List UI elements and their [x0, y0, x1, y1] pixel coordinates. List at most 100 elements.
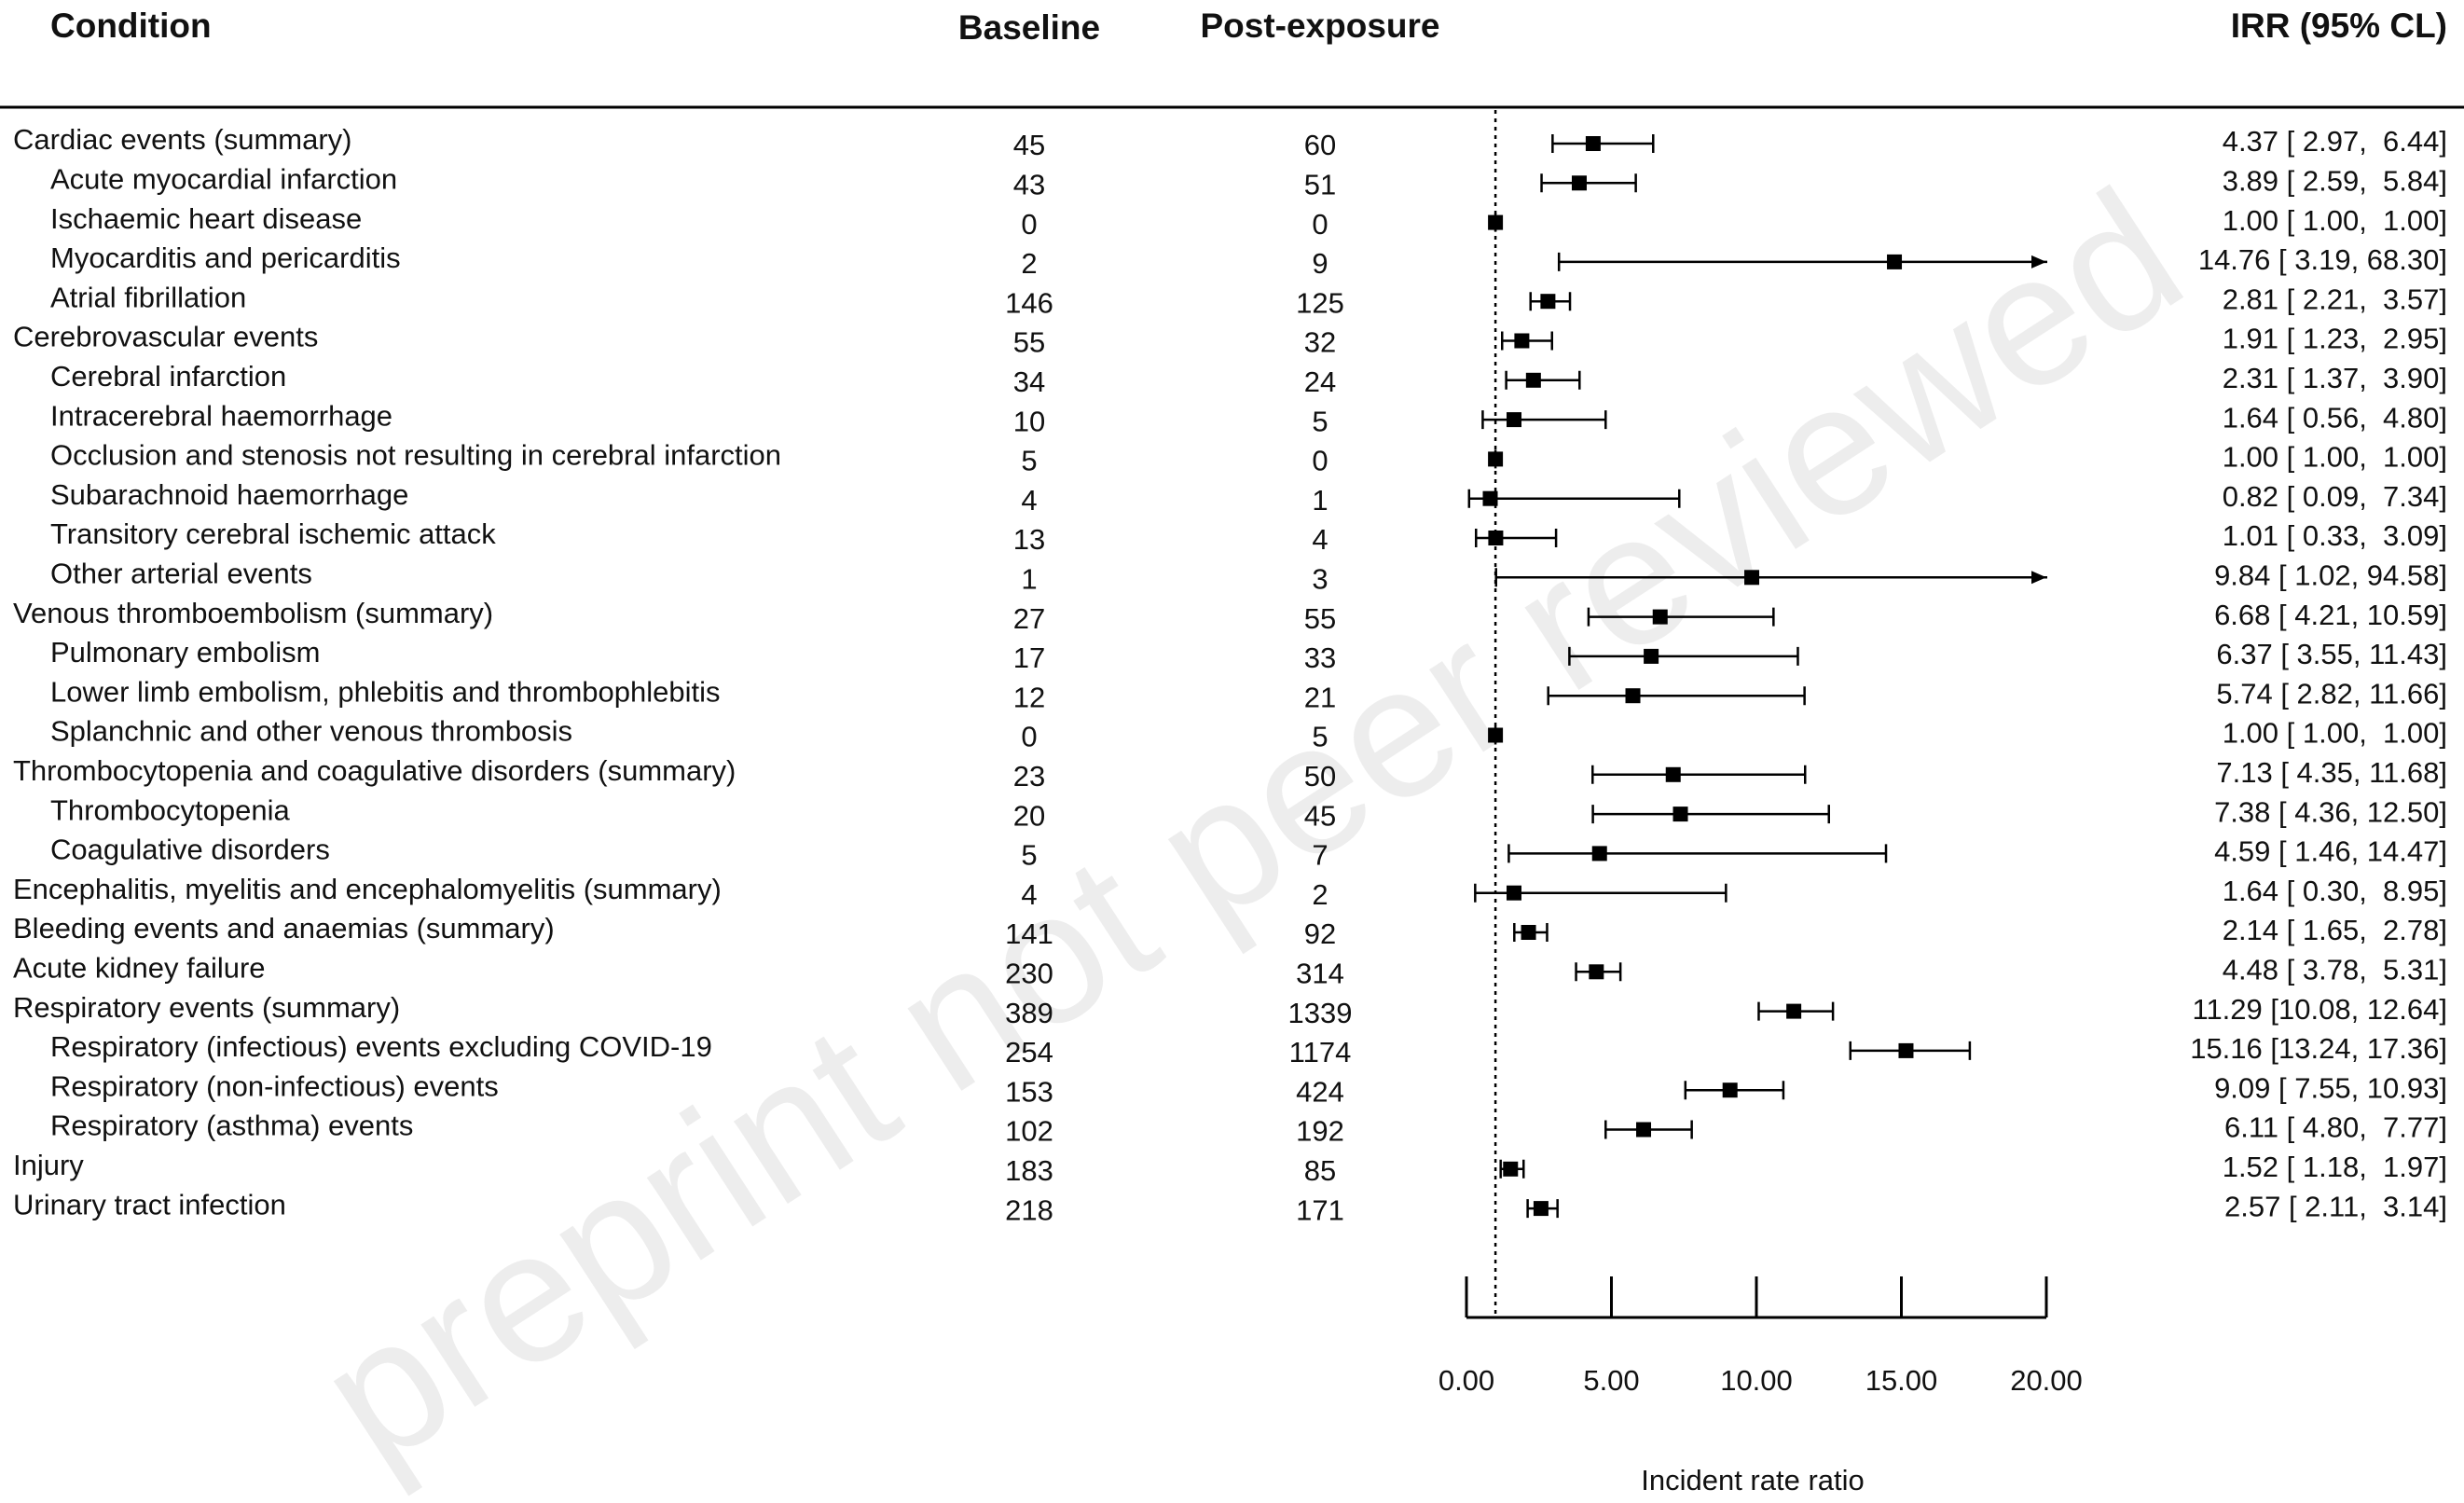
irr-label: 6.37 [ 3.55, 11.43] [2216, 638, 2447, 670]
baseline-count: 55 [1013, 326, 1045, 359]
point-estimate [1507, 412, 1522, 428]
condition-label: Cerebral infarction [50, 360, 286, 393]
baseline-count: 27 [1013, 602, 1045, 635]
post-exposure-count: 171 [1296, 1193, 1344, 1226]
post-exposure-count: 1 [1312, 484, 1328, 517]
ci-group [1551, 134, 1655, 153]
post-exposure-count: 55 [1304, 602, 1336, 635]
post-exposure-count: 1339 [1288, 997, 1353, 1029]
irr-label: 7.38 [ 4.36, 12.50] [2214, 795, 2447, 828]
post-exposure-count: 0 [1312, 208, 1328, 241]
irr-label: 1.01 [ 0.33, 3.09] [2223, 519, 2447, 552]
irr-label: 15.16 [13.24, 17.36] [2190, 1032, 2447, 1065]
condition-label: Lower limb embolism, phlebitis and throm… [50, 675, 721, 708]
header-condition: Condition [50, 7, 212, 45]
post-exposure-count: 92 [1304, 917, 1336, 950]
condition-label: Acute kidney failure [13, 951, 266, 984]
irr-label: 4.48 [ 3.78, 5.31] [2223, 953, 2447, 986]
point-estimate [1482, 490, 1498, 506]
baseline-count: 23 [1013, 760, 1045, 793]
condition-label: Bleeding events and anaemias (summary) [13, 912, 555, 945]
post-exposure-count: 51 [1304, 168, 1336, 200]
irr-label: 6.68 [ 4.21, 10.59] [2214, 599, 2447, 631]
irr-label: 7.13 [ 4.35, 11.68] [2216, 756, 2447, 789]
ci-group [1481, 410, 1607, 430]
post-exposure-count: 45 [1304, 799, 1336, 832]
confidence-interval [1591, 765, 1807, 784]
x-tick-label: 20.00 [2010, 1364, 2083, 1397]
irr-label: 0.82 [ 0.09, 7.34] [2223, 480, 2447, 513]
baseline-count: 0 [1021, 208, 1037, 241]
baseline-count: 230 [1005, 957, 1053, 989]
point-estimate [1591, 846, 1607, 862]
baseline-count: 5 [1021, 839, 1037, 872]
irr-label: 1.64 [ 0.56, 4.80] [2223, 401, 2447, 434]
point-estimate [1571, 175, 1587, 191]
post-exposure-count: 24 [1304, 365, 1336, 398]
condition-label: Cerebrovascular events [13, 321, 318, 353]
point-estimate [1507, 885, 1522, 901]
point-estimate [1503, 1161, 1519, 1177]
confidence-interval [1467, 489, 1681, 508]
point-estimate [1786, 1003, 1802, 1019]
ci-group [1591, 805, 1830, 824]
irr-label: 4.37 [ 2.97, 6.44] [2223, 125, 2447, 158]
point-estimate [1625, 688, 1641, 704]
ci-group [1505, 370, 1581, 390]
post-exposure-count: 60 [1304, 129, 1336, 161]
post-exposure-count: 5 [1312, 721, 1328, 753]
ci-group [1568, 646, 1799, 666]
confidence-interval [1507, 844, 1888, 863]
point-estimate [1644, 648, 1659, 664]
condition-label: Acute myocardial infarction [50, 162, 397, 195]
confidence-interval [1547, 686, 1806, 706]
irr-label: 14.76 [ 3.19, 68.30] [2198, 243, 2447, 276]
confidence-interval [1557, 252, 2047, 271]
baseline-count: 2 [1021, 247, 1037, 280]
irr-label: 1.00 [ 1.00, 1.00] [2223, 204, 2447, 237]
post-exposure-count: 2 [1312, 878, 1328, 911]
ci-group [1467, 489, 1681, 508]
point-estimate [1514, 333, 1530, 349]
baseline-count: 141 [1005, 917, 1053, 950]
irr-label: 1.91 [ 1.23, 2.95] [2223, 323, 2447, 355]
irr-label: 5.74 [ 2.82, 11.66] [2216, 677, 2447, 710]
plot [1467, 134, 2047, 1219]
ci-group [1591, 765, 1807, 784]
ci-arrow [2031, 255, 2046, 269]
post-exposure-count: 7 [1312, 839, 1328, 872]
condition-label: Cardiac events (summary) [13, 123, 351, 156]
condition-label: Atrial fibrillation [50, 281, 246, 313]
irr-label: 1.64 [ 0.30, 8.95] [2223, 875, 2447, 907]
confidence-interval [1568, 646, 1799, 666]
header-post-exposure: Post-exposure [1200, 7, 1439, 45]
post-exposure-count: 50 [1304, 760, 1336, 793]
post-exposure-count: 1174 [1289, 1036, 1352, 1069]
baseline-count: 10 [1013, 405, 1045, 437]
post-exposure-count: 125 [1296, 286, 1344, 319]
condition-label: Occlusion and stenosis not resulting in … [50, 439, 781, 472]
baseline-count: 4 [1021, 484, 1037, 517]
baseline-count: 43 [1013, 168, 1045, 200]
condition-label: Injury [13, 1149, 84, 1181]
post-exposure-count: 0 [1312, 445, 1328, 477]
point-estimate [1488, 451, 1504, 467]
point-estimate [1898, 1042, 1914, 1058]
point-estimate [1533, 1201, 1549, 1217]
point-estimate [1521, 925, 1536, 940]
confidence-interval [1540, 173, 1637, 193]
condition-label: Myocarditis and pericarditis [50, 241, 401, 274]
post-exposure-count: 424 [1296, 1075, 1344, 1108]
baseline-count: 5 [1021, 445, 1037, 477]
x-tick-label: 15.00 [1865, 1364, 1938, 1397]
irr-label: 11.29 [10.08, 12.64] [2193, 993, 2448, 1026]
post-exposure-count: 9 [1312, 247, 1328, 280]
confidence-interval [1505, 370, 1581, 390]
condition-label: Venous thromboembolism (summary) [13, 597, 493, 629]
irr-label: 1.00 [ 1.00, 1.00] [2223, 717, 2447, 750]
baseline-count: 389 [1005, 997, 1053, 1029]
point-estimate [1540, 294, 1556, 310]
irr-label: 2.57 [ 2.11, 3.14] [2224, 1190, 2447, 1222]
condition-label: Thrombocytopenia [50, 793, 291, 826]
